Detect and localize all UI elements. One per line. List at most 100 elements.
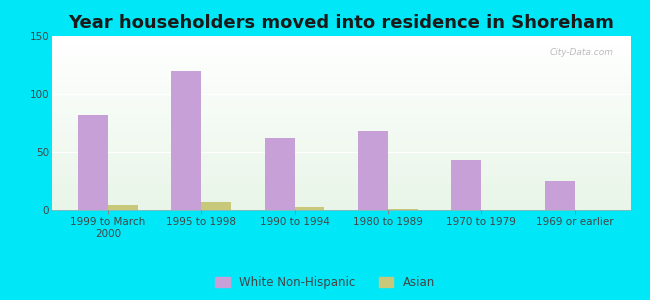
Bar [52,107,630,108]
Bar [52,105,630,106]
Bar [52,44,630,45]
Bar [52,64,630,65]
Bar [52,92,630,93]
Bar [52,59,630,60]
Bar [52,144,630,145]
Bar [52,204,630,205]
Bar [52,206,630,207]
Bar [52,158,630,159]
Bar [52,203,630,204]
Bar [52,198,630,199]
Bar [451,160,481,210]
Bar [52,186,630,187]
Bar [52,179,630,180]
Bar [52,89,630,90]
Bar [52,176,630,177]
Bar [52,103,630,104]
Bar [388,209,418,210]
Bar [52,96,630,97]
Bar [52,36,630,37]
Bar [52,50,630,51]
Bar [52,101,630,102]
Bar [172,71,202,210]
Bar [52,150,630,151]
Bar [52,56,630,57]
Bar [52,194,630,195]
Bar [52,159,630,160]
Bar [52,166,630,167]
Bar [52,88,630,89]
Bar [52,38,630,39]
Bar [52,152,630,153]
Bar [52,51,630,52]
Bar [52,154,630,155]
Bar [52,87,630,88]
Bar [52,143,630,144]
Bar [52,190,630,191]
Bar [52,173,630,174]
Bar [52,127,630,128]
Bar [52,135,630,136]
Bar [52,199,630,200]
Bar [52,149,630,150]
Bar [52,205,630,206]
Bar [52,141,630,142]
Bar [52,128,630,129]
Bar [52,126,630,127]
Bar [52,139,630,140]
Bar [52,84,630,85]
Bar [52,110,630,111]
Bar [52,182,630,183]
Bar [52,91,630,92]
Bar [52,46,630,47]
Bar [52,188,630,189]
Bar [52,122,630,123]
Bar [52,123,630,124]
Bar [52,108,630,109]
Bar [52,184,630,185]
Bar [52,55,630,56]
Bar [52,156,630,157]
Bar [52,116,630,117]
Bar [52,82,630,83]
Bar [52,153,630,154]
Bar [52,49,630,50]
Bar [52,67,630,68]
Bar [52,100,630,101]
Bar [52,147,630,148]
Bar [52,118,630,119]
Bar [52,65,630,66]
Bar [52,134,630,135]
Bar [52,63,630,64]
Bar [52,104,630,105]
Bar [52,174,630,175]
Bar [52,57,630,58]
Bar [52,80,630,81]
Bar [52,136,630,137]
Bar [52,74,630,75]
Bar [52,131,630,132]
Bar [545,181,575,210]
Bar [52,120,630,121]
Bar [52,111,630,112]
Legend: White Non-Hispanic, Asian: White Non-Hispanic, Asian [211,272,439,294]
Bar [52,168,630,169]
Bar [52,145,630,146]
Bar [52,112,630,113]
Bar [52,41,630,42]
Bar [52,160,630,161]
Bar [52,162,630,163]
Bar [52,157,630,158]
Bar [52,137,630,138]
Bar [52,201,630,202]
Bar [52,113,630,114]
Bar [52,90,630,91]
Bar [52,151,630,152]
Bar [52,181,630,182]
Bar [52,86,630,87]
Bar [52,68,630,69]
Bar [52,85,630,86]
Bar [52,189,630,190]
Bar [52,161,630,162]
Bar [52,48,630,49]
